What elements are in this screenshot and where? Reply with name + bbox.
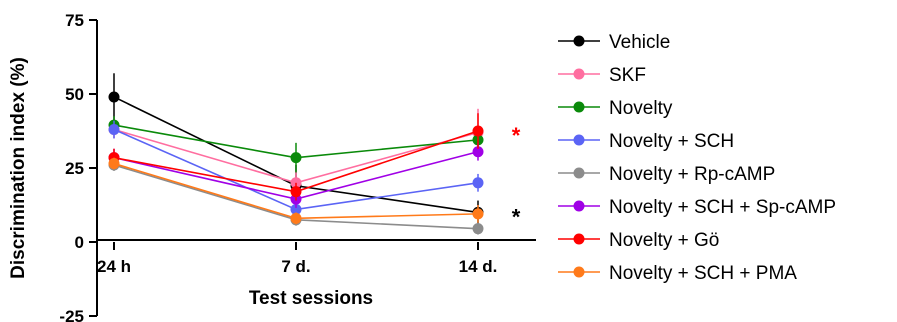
data-point	[290, 203, 302, 215]
x-tick-label: 7 d.	[281, 257, 310, 276]
x-tick-label: 14 d.	[459, 257, 498, 276]
legend-item-novelty-g: Novelty + Gö	[558, 230, 719, 251]
data-point	[290, 152, 302, 164]
legend-item-novelty-rp-camp: Novelty + Rp-cAMP	[558, 164, 775, 185]
legend-label: SKF	[609, 65, 646, 86]
legend-item-novelty: Novelty	[558, 98, 673, 119]
legend-label: Novelty	[609, 98, 673, 119]
data-point	[472, 125, 484, 137]
y-ticks: 75 50 25 0 -25	[59, 11, 97, 322]
y-tick-label: 0	[75, 233, 84, 252]
legend: Vehicle SKF Novelty Novelty + SCH Novelty + …	[558, 32, 836, 284]
legend-label: Novelty + Gö	[609, 230, 719, 251]
legend-label: Novelty + SCH	[609, 131, 734, 152]
y-tick-label: 50	[65, 85, 84, 104]
legend-marker	[573, 200, 585, 212]
y-tick-label: 25	[65, 159, 84, 178]
data-point	[472, 146, 484, 158]
legend-marker	[573, 266, 585, 278]
significance-star: *	[512, 123, 521, 148]
legend-item-novelty-sch: Novelty + SCH	[558, 131, 734, 152]
x-ticks: 24 h 7 d. 14 d.	[97, 242, 497, 276]
data-point	[290, 186, 302, 198]
data-point	[290, 212, 302, 224]
data-point	[108, 158, 120, 170]
data-point	[472, 223, 484, 235]
legend-item-vehicle: Vehicle	[558, 32, 670, 53]
x-tick-label: 24 h	[97, 257, 131, 276]
legend-marker	[573, 35, 585, 47]
plot-area	[108, 73, 484, 235]
legend-marker	[573, 101, 585, 113]
data-point	[472, 177, 484, 189]
legend-item-skf: SKF	[558, 65, 646, 86]
legend-marker	[573, 233, 585, 245]
legend-marker	[573, 68, 585, 80]
data-point	[108, 124, 120, 136]
significance-star: *	[512, 204, 521, 229]
legend-label: Vehicle	[609, 32, 670, 53]
y-tick-label: 75	[65, 11, 84, 30]
y-axis-title: Discrimination index (%)	[8, 57, 29, 279]
legend-item-novelty-sch-pma: Novelty + SCH + PMA	[558, 263, 797, 284]
x-axis-title: Test sessions	[249, 288, 373, 309]
series-novelty-sch-pma	[108, 157, 484, 225]
legend-label: Novelty + SCH + Sp-cAMP	[609, 197, 836, 218]
legend-label: Novelty + SCH + PMA	[609, 263, 797, 284]
data-point	[472, 208, 484, 220]
legend-label: Novelty + Rp-cAMP	[609, 164, 775, 185]
annotations: **	[512, 123, 521, 229]
legend-marker	[573, 134, 585, 146]
legend-item-novelty-sch-sp-camp: Novelty + SCH + Sp-cAMP	[558, 197, 836, 218]
y-tick-label: -25	[59, 307, 84, 322]
legend-marker	[573, 167, 585, 179]
data-point	[108, 91, 120, 103]
